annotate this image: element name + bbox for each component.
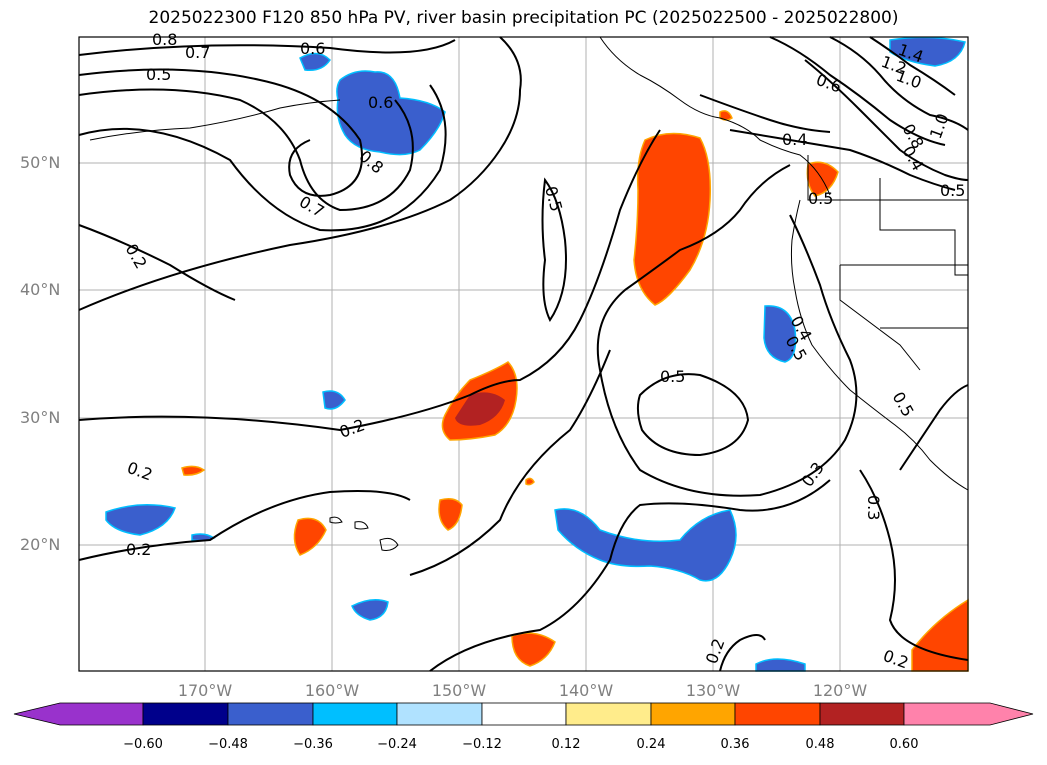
contour-label: 0.2 (702, 636, 729, 666)
contour-label: 0.5 (889, 389, 918, 421)
contour-label: 0.4 (899, 143, 928, 175)
lon-label: 170°W (177, 681, 233, 700)
pv-contours (78, 36, 969, 672)
colorbar-extend-low (13, 702, 144, 726)
colorbar-tick-label: 0.12 (551, 737, 581, 752)
islands (329, 516, 399, 551)
lat-label: 40°N (20, 280, 61, 299)
colorbar-tick-label: −0.48 (208, 737, 248, 752)
colorbar-bin (227, 702, 314, 726)
contour-label: 0.5 (808, 189, 833, 208)
contour-label: 0.5 (541, 184, 566, 214)
colorbar-tick-label: 0.24 (636, 737, 666, 752)
colorbar-bin (481, 702, 567, 726)
lon-label: 120°W (812, 681, 868, 700)
colorbar-bin (734, 702, 821, 726)
lon-label: 150°W (431, 681, 487, 700)
contour-label: 0.5 (660, 367, 685, 386)
coastlines (89, 36, 969, 491)
contour-label: 0.2 (122, 241, 151, 273)
colorbar (13, 702, 1034, 726)
colorbar-tick-label: −0.24 (377, 737, 417, 752)
contour-label: 0.6 (814, 70, 844, 97)
contour-label-group: 0.8 0.7 0.6 0.5 0.6 0.8 0.7 0.2 0.5 0.2 … (122, 30, 966, 672)
colorbar-tick-label: −0.60 (123, 737, 163, 752)
lat-label: 50°N (20, 153, 61, 172)
lat-label: 20°N (20, 535, 61, 554)
colorbar-tick-label: −0.36 (293, 737, 333, 752)
colorbar-bin (396, 702, 483, 726)
contour-label: 0.2 (881, 646, 911, 673)
colorbar-bin (650, 702, 736, 726)
lon-label: 160°W (304, 681, 360, 700)
colorbar-tick-label: −0.12 (462, 737, 502, 752)
colorbar-tick-label: 0.36 (720, 737, 750, 752)
negative-anomaly-areas (105, 36, 966, 672)
contour-label: 0.6 (300, 39, 325, 58)
contour-label: 0.8 (152, 30, 177, 49)
colorbar-bin (142, 702, 229, 726)
map-frame (78, 36, 969, 672)
contour-label: 0.6 (368, 93, 393, 112)
graticule (79, 37, 968, 671)
colorbar-bin (312, 702, 398, 726)
lon-label: 130°W (685, 681, 741, 700)
positive-anomaly-areas (181, 110, 969, 672)
contour-label: 0.2 (125, 458, 155, 485)
contour-label: 0.2 (337, 415, 367, 442)
contour-label: 0.2 (126, 540, 151, 559)
map-title: 2025022300 F120 850 hPa PV, river basin … (148, 8, 899, 28)
colorbar-tick-label: 0.60 (889, 737, 919, 752)
contour-label: 0.7 (185, 43, 210, 62)
contour-label: 0.5 (146, 65, 171, 84)
colorbar-tick-label: 0.48 (805, 737, 835, 752)
colorbar-extend-high (903, 702, 1034, 726)
contour-label: 0.3 (864, 495, 883, 520)
lat-label: 30°N (20, 408, 61, 427)
lon-label: 140°W (558, 681, 614, 700)
contour-label: 0.5 (940, 181, 965, 200)
contour-label: 0.4 (782, 130, 807, 149)
colorbar-bin (565, 702, 652, 726)
colorbar-bin (819, 702, 905, 726)
